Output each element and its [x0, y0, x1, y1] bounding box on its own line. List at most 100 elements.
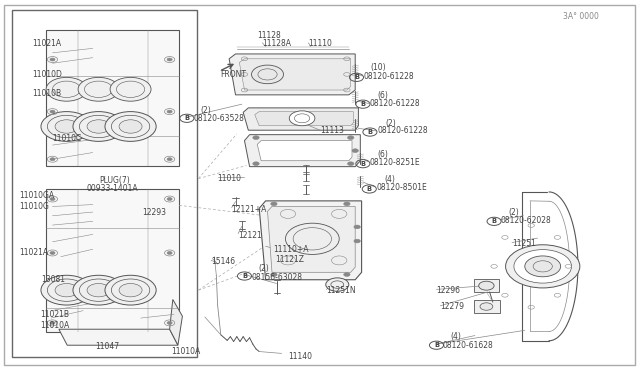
Circle shape [55, 283, 78, 297]
Text: 12121: 12121 [238, 231, 262, 240]
Circle shape [525, 256, 561, 277]
Polygon shape [59, 329, 178, 345]
Text: PLUG(7): PLUG(7) [99, 176, 130, 185]
Text: B: B [360, 161, 365, 167]
Text: (2): (2) [258, 264, 269, 273]
Text: 11121Z: 11121Z [275, 255, 304, 264]
Circle shape [271, 273, 277, 276]
Text: (2): (2) [200, 106, 211, 115]
Text: 12121+A: 12121+A [232, 205, 267, 214]
Circle shape [514, 250, 572, 283]
Text: B: B [242, 273, 247, 279]
Circle shape [78, 77, 119, 101]
Circle shape [167, 198, 172, 201]
Polygon shape [255, 112, 353, 126]
Polygon shape [268, 206, 355, 272]
Circle shape [352, 149, 358, 153]
Polygon shape [170, 299, 182, 345]
Text: FRONT: FRONT [220, 70, 246, 79]
Circle shape [119, 120, 142, 133]
Bar [46, 189, 179, 332]
Circle shape [110, 77, 151, 101]
Bar [46, 30, 179, 166]
Text: (6): (6) [378, 150, 388, 159]
Text: 11010G: 11010G [19, 202, 49, 211]
Text: 11110+A: 11110+A [273, 246, 308, 254]
Text: B: B [367, 129, 372, 135]
Text: B: B [367, 186, 372, 192]
Text: (10): (10) [370, 63, 385, 72]
Text: 12293: 12293 [142, 208, 166, 217]
Text: 11010B: 11010B [32, 89, 61, 98]
Text: 11128: 11128 [257, 31, 281, 40]
Text: 00933-1401A: 00933-1401A [86, 185, 138, 193]
Text: (6): (6) [378, 92, 388, 100]
Circle shape [253, 162, 259, 166]
Bar [474, 279, 499, 292]
Circle shape [50, 58, 55, 61]
Text: (4): (4) [384, 175, 395, 184]
Circle shape [46, 77, 87, 101]
Text: B: B [184, 115, 189, 121]
Text: B: B [360, 101, 365, 107]
Text: 08120-8251E: 08120-8251E [370, 158, 420, 167]
Circle shape [50, 251, 55, 254]
Text: B: B [434, 342, 439, 348]
Text: 12279: 12279 [440, 302, 464, 311]
Text: 11010D: 11010D [32, 70, 62, 79]
Text: 11010A: 11010A [172, 347, 201, 356]
Circle shape [480, 303, 493, 310]
Polygon shape [243, 108, 358, 130]
Text: 11010: 11010 [218, 174, 242, 183]
Text: 08120-61228: 08120-61228 [364, 72, 414, 81]
Circle shape [167, 58, 172, 61]
Polygon shape [257, 141, 352, 161]
Circle shape [73, 112, 124, 141]
Text: 11047: 11047 [95, 342, 119, 351]
Circle shape [73, 275, 124, 305]
Polygon shape [244, 135, 360, 167]
Circle shape [344, 273, 350, 276]
Polygon shape [239, 59, 351, 90]
Text: (2): (2) [385, 119, 396, 128]
Circle shape [344, 202, 350, 206]
Text: 08120-61628: 08120-61628 [443, 341, 493, 350]
Circle shape [105, 275, 156, 305]
Text: 11110: 11110 [308, 39, 332, 48]
Circle shape [41, 275, 92, 305]
Text: 11251: 11251 [512, 239, 536, 248]
Text: 08156-63028: 08156-63028 [252, 273, 303, 282]
Circle shape [167, 158, 172, 161]
Circle shape [348, 136, 354, 140]
Polygon shape [259, 201, 362, 280]
Circle shape [167, 321, 172, 324]
Circle shape [479, 281, 494, 290]
Circle shape [271, 202, 277, 206]
Circle shape [348, 162, 354, 166]
Bar [474, 300, 500, 313]
Bar [12, 10, 197, 357]
Text: 11010GA: 11010GA [19, 191, 54, 200]
Text: 12296: 12296 [436, 286, 461, 295]
Text: 08120-8501E: 08120-8501E [376, 183, 427, 192]
Text: 08120-61228: 08120-61228 [378, 126, 428, 135]
Text: 08120-61228: 08120-61228 [370, 99, 420, 108]
Circle shape [354, 225, 360, 229]
Text: 08120-63528: 08120-63528 [194, 114, 244, 123]
Circle shape [326, 278, 349, 291]
Text: 11140: 11140 [288, 352, 312, 361]
Text: 11128A: 11128A [262, 39, 291, 48]
Circle shape [354, 239, 360, 243]
Circle shape [50, 158, 55, 161]
Circle shape [50, 321, 55, 324]
Text: 08120-62028: 08120-62028 [500, 216, 551, 225]
Circle shape [119, 283, 142, 297]
Text: 11021A: 11021A [32, 39, 61, 48]
Text: 11010A: 11010A [40, 321, 70, 330]
Text: 3A° 0000: 3A° 0000 [563, 12, 598, 21]
Circle shape [105, 112, 156, 141]
Circle shape [506, 245, 580, 288]
Circle shape [167, 251, 172, 254]
Polygon shape [229, 54, 355, 95]
Text: (2): (2) [509, 208, 520, 217]
